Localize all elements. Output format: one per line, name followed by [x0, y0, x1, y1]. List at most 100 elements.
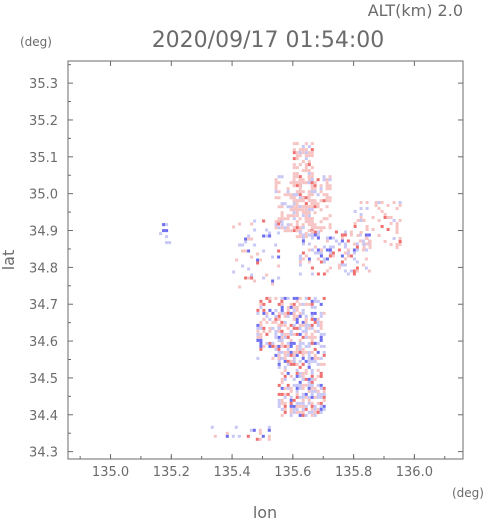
- echo-cell: [280, 341, 284, 345]
- echo-cell: [280, 299, 284, 303]
- echo-cell: [310, 142, 314, 146]
- echo-cell: [377, 219, 381, 222]
- echo-cell: [356, 219, 360, 222]
- echo-cell: [364, 233, 368, 237]
- echo-cell: [346, 239, 350, 243]
- echo-cell: [310, 181, 314, 185]
- echo-cell: [289, 181, 293, 185]
- echo-cell: [271, 326, 275, 330]
- echo-cell: [395, 222, 399, 225]
- echo-cell: [304, 214, 308, 218]
- echo-cell: [343, 242, 347, 246]
- echo-cell: [337, 263, 341, 267]
- echo-cell: [250, 255, 254, 259]
- echo-cell: [298, 296, 302, 300]
- echo-cell: [162, 223, 166, 227]
- echo-cell: [292, 377, 296, 381]
- echo-cell: [283, 226, 287, 230]
- echo-cell: [304, 332, 308, 336]
- echo-cell: [301, 211, 305, 215]
- echo-cell: [325, 196, 329, 200]
- echo-cell: [310, 175, 314, 179]
- echo-cell: [259, 338, 263, 342]
- echo-cell: [289, 193, 293, 197]
- echo-cell: [301, 199, 305, 203]
- echo-cell: [316, 395, 320, 399]
- echo-cell: [292, 359, 296, 363]
- echo-cell: [310, 350, 314, 354]
- echo-cell: [292, 211, 296, 215]
- echo-cell: [283, 374, 287, 378]
- echo-cell: [395, 243, 399, 246]
- echo-cell: [295, 229, 299, 233]
- echo-cell: [316, 374, 320, 378]
- echo-cell: [265, 320, 269, 324]
- echo-cell: [301, 223, 305, 227]
- echo-cell: [295, 332, 299, 336]
- echo-cell: [292, 326, 296, 330]
- echo-cell: [310, 190, 314, 194]
- echo-cell: [225, 431, 229, 435]
- echo-cell: [319, 392, 323, 396]
- echo-cell: [289, 302, 293, 306]
- echo-cell: [301, 145, 305, 149]
- echo-cell: [301, 374, 305, 378]
- echo-cell: [298, 374, 302, 378]
- echo-cell: [277, 317, 281, 321]
- echo-cell: [295, 175, 299, 179]
- echo-cell: [259, 344, 263, 348]
- echo-cell: [295, 202, 299, 206]
- echo-cell: [289, 305, 293, 309]
- echo-cell: [319, 326, 323, 330]
- echo-cell: [322, 296, 326, 300]
- echo-cell: [301, 383, 305, 387]
- echo-cell: [319, 226, 323, 230]
- echo-cell: [319, 371, 323, 375]
- echo-cell: [310, 233, 314, 237]
- echo-cell: [267, 425, 271, 429]
- echo-cell: [283, 217, 287, 221]
- echo-cell: [352, 248, 356, 252]
- echo-cell: [310, 407, 314, 411]
- echo-cell: [301, 257, 305, 261]
- echo-cell: [256, 329, 260, 333]
- echo-cell: [162, 229, 166, 233]
- echo-cell: [340, 263, 344, 267]
- echo-cell: [286, 326, 290, 330]
- echo-cell: [253, 243, 257, 247]
- echo-cell: [316, 407, 320, 411]
- echo-cell: [313, 296, 317, 300]
- echo-cell: [313, 320, 317, 324]
- echo-cell: [310, 172, 314, 176]
- echo-cell: [301, 311, 305, 315]
- echo-cell: [274, 178, 278, 182]
- echo-cell: [256, 338, 260, 342]
- axis-ticks: 135.0 135.2 135.4 135.6 135.8 136.0 34.3 34.4 34…: [29, 61, 463, 480]
- echo-cell: [295, 362, 299, 366]
- echo-cell: [301, 236, 305, 240]
- echo-cell: [319, 187, 323, 191]
- echo-cell: [295, 151, 299, 155]
- echo-cell: [295, 371, 299, 375]
- echo-cell: [298, 371, 302, 375]
- echo-cell: [277, 356, 281, 360]
- echo-cell: [261, 434, 265, 438]
- echo-cell: [313, 190, 317, 194]
- echo-cell: [298, 226, 302, 230]
- echo-cell: [277, 175, 281, 179]
- echo-cell: [262, 234, 266, 238]
- echo-cell: [298, 410, 302, 414]
- echo-cell: [340, 239, 344, 243]
- x-tick-label: 135.8: [335, 465, 372, 480]
- echo-cell: [295, 296, 299, 300]
- plot-frame: [67, 60, 464, 460]
- echo-cell: [307, 175, 311, 179]
- echo-cell: [301, 302, 305, 306]
- echo-cell: [259, 347, 263, 351]
- echo-cell: [292, 196, 296, 200]
- echo-cell: [304, 320, 308, 324]
- echo-cell: [316, 251, 320, 255]
- echo-cell: [277, 249, 281, 253]
- echo-cell: [313, 202, 317, 206]
- echo-cell: [316, 230, 320, 234]
